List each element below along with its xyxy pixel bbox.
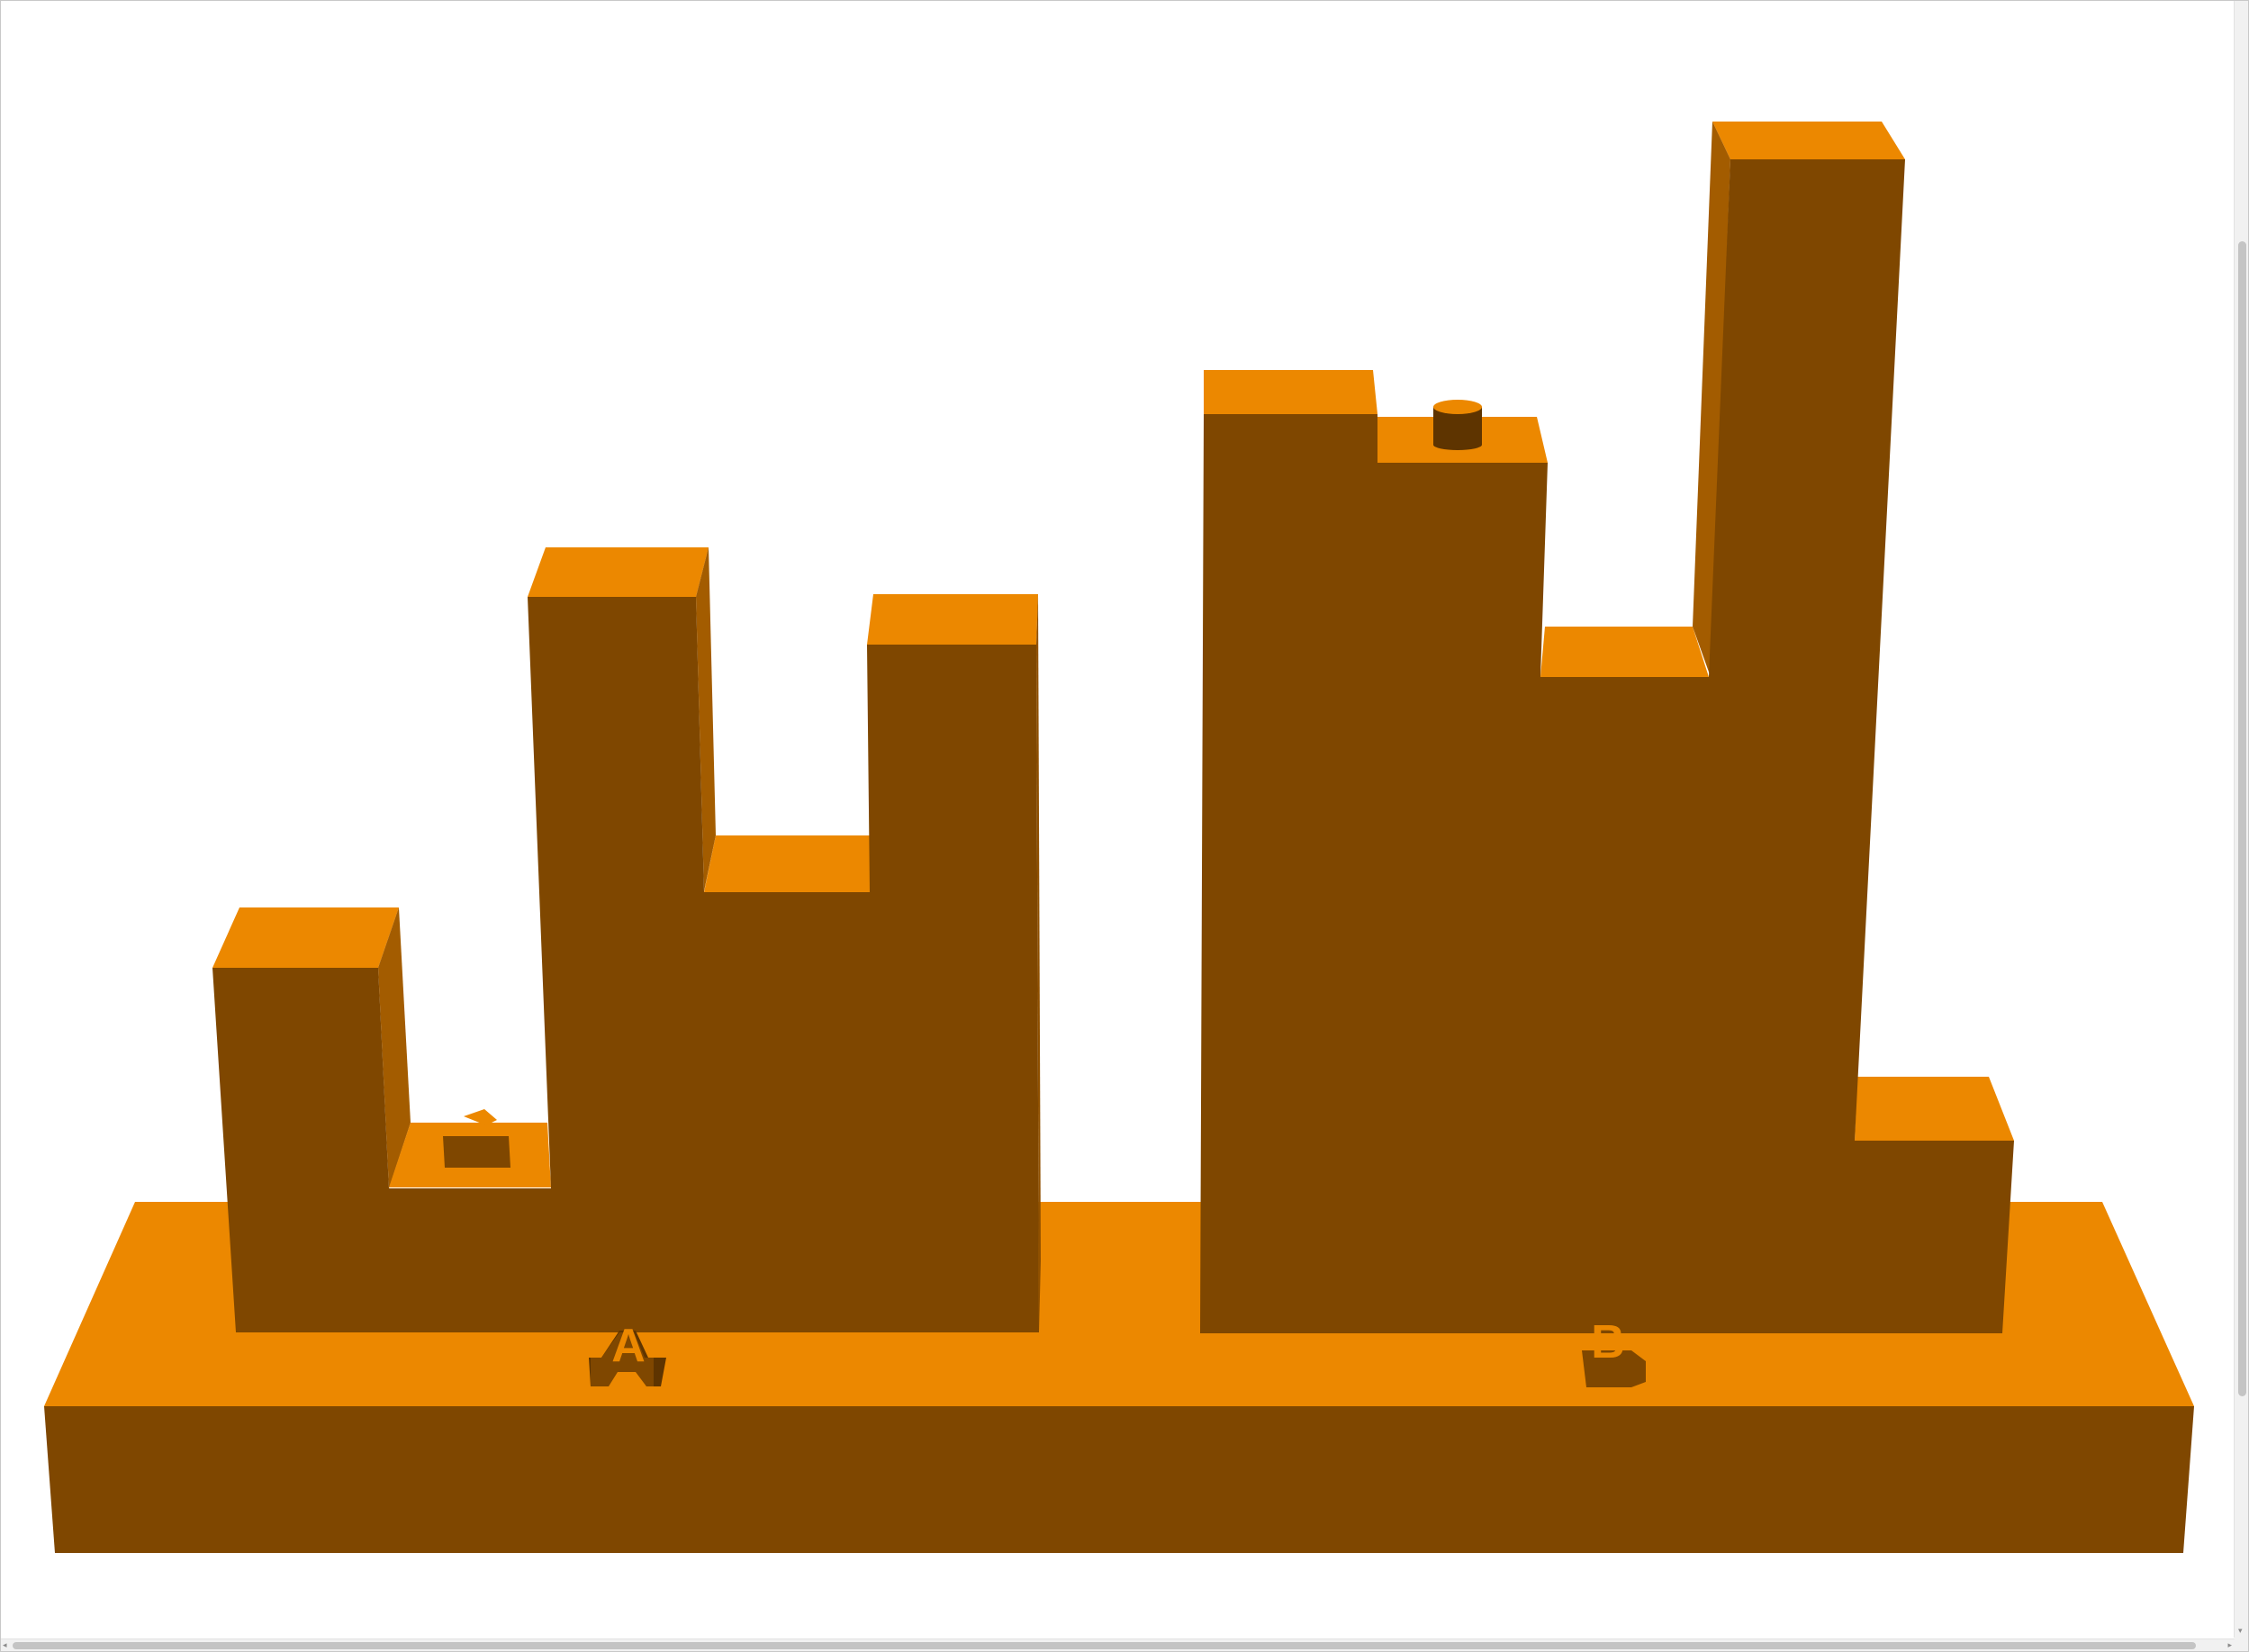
part-a-mid-ledge-top (704, 835, 870, 892)
horizontal-scrollbar-thumb[interactable] (13, 1642, 2196, 1649)
label-b-front (1582, 1350, 1646, 1387)
vertical-scrollbar[interactable]: ▾ (2234, 0, 2249, 1638)
part-b-cylinder-top (1433, 400, 1482, 414)
label-a-text: A (611, 1320, 646, 1372)
part-b-tall-tower-top (1712, 122, 1905, 159)
part-a-mid-tower-side (696, 547, 716, 891)
part-b-mid-ledge-top (1540, 627, 1709, 677)
label-b-embossed: B (1582, 1316, 1646, 1387)
part-a-right-tower-top (867, 594, 1038, 645)
base-plate-front (44, 1406, 2194, 1553)
part-b-cylinder-bottom (1433, 439, 1482, 450)
part-a-mid-tower-top (528, 547, 709, 597)
label-a-embossed: A (589, 1320, 666, 1386)
part-a-front (212, 597, 1039, 1332)
scroll-left-arrow-icon[interactable]: ◂ (3, 1641, 7, 1650)
part-b-low-ledge-top (1855, 1077, 2014, 1141)
part-a (212, 547, 1041, 1332)
part-a-left-tower-side (378, 907, 411, 1188)
scrollbar-corner (2235, 1638, 2249, 1652)
part-b-tall-tower-side (1693, 122, 1730, 677)
part-a-left-tower-top (212, 907, 399, 968)
part-b-cylinder (1433, 400, 1482, 450)
scroll-down-arrow-icon[interactable]: ▾ (2238, 1627, 2243, 1636)
part-a-right-tower-side (1036, 594, 1041, 1332)
part-a-ledge-notch-top (464, 1109, 497, 1125)
label-b-text: B (1591, 1316, 1625, 1368)
part-b-front (1200, 159, 2014, 1333)
label-a-front (591, 1332, 654, 1386)
vertical-scrollbar-thumb[interactable] (2238, 241, 2246, 1396)
part-a-ledge-notch (443, 1136, 510, 1168)
part-b-left-top (1204, 370, 1377, 414)
part-b (1200, 122, 2014, 1333)
horizontal-scrollbar[interactable]: ◂ ▸ (0, 1638, 2235, 1652)
scroll-right-arrow-icon[interactable]: ▸ (2227, 1641, 2232, 1650)
